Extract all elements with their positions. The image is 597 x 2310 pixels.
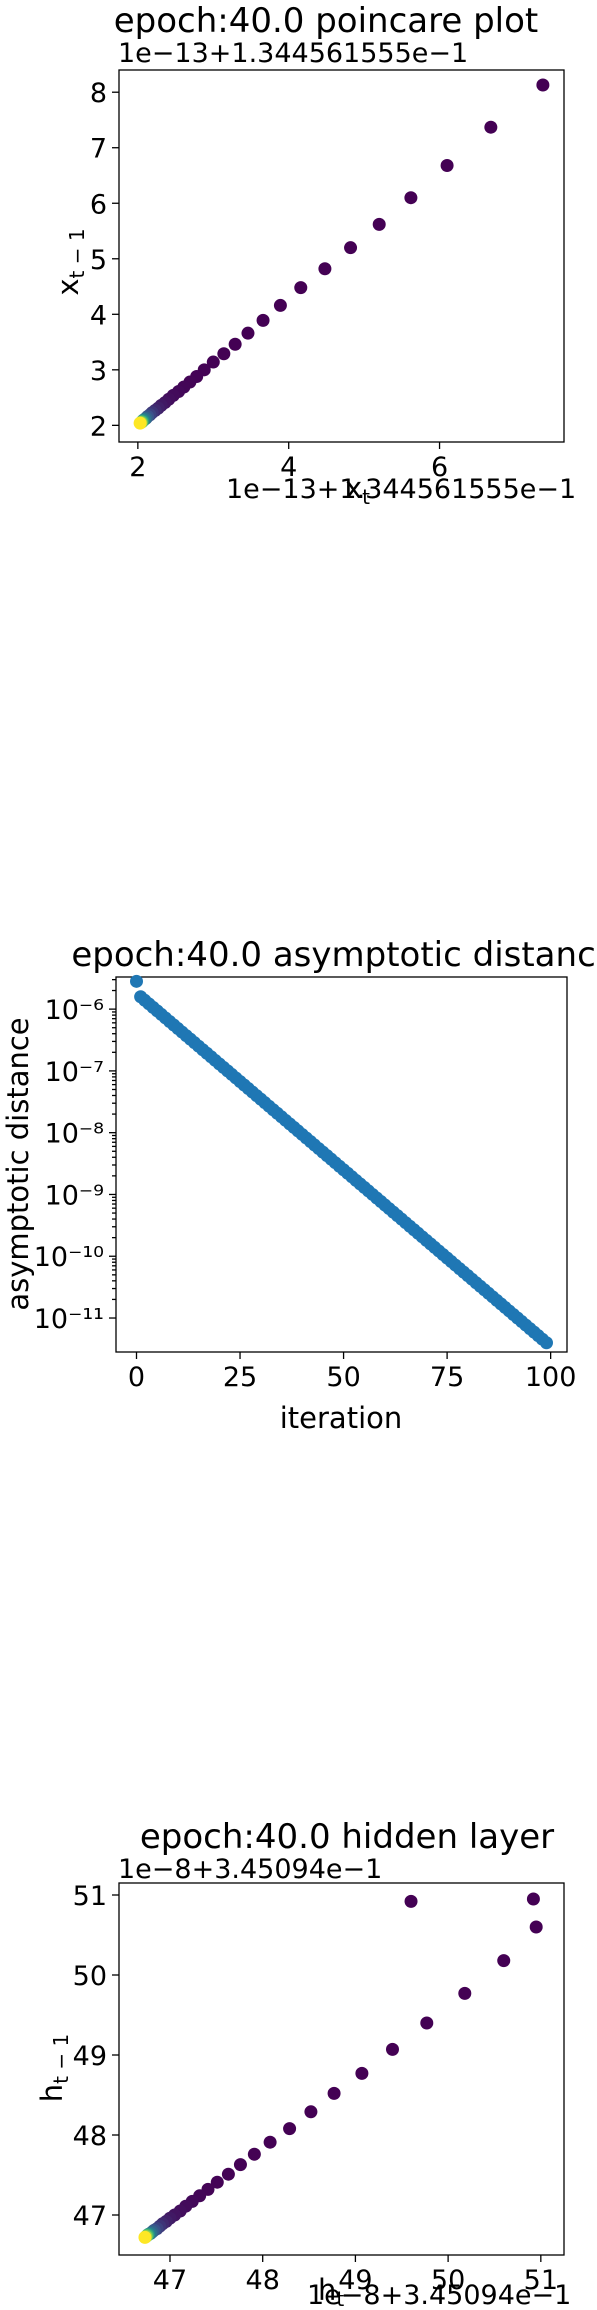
hidden-y-tick-label: 47 xyxy=(73,2201,107,2232)
poincare-point xyxy=(133,416,147,430)
hidden-x-tick-label: 49 xyxy=(338,2265,372,2296)
poincare-point xyxy=(318,262,332,276)
asymptotic-x-tick-label: 75 xyxy=(430,1362,464,1393)
poincare-y-tick-label: 4 xyxy=(90,300,107,331)
poincare-title: epoch:40.0 poincare plot xyxy=(114,1,539,41)
hidden-point xyxy=(327,2086,341,2100)
asymptotic-points xyxy=(130,974,553,1350)
asymptotic-x-tick-label: 100 xyxy=(525,1362,577,1393)
asymptotic-y-label: asymptotic distance xyxy=(1,1017,35,1310)
poincare-x-ticks: 2 4 6 xyxy=(129,442,448,483)
asymptotic-x-tick-label: 50 xyxy=(326,1362,360,1393)
hidden-point xyxy=(210,2175,224,2189)
hidden-y-offset: 1e−8+3.45094e−1 xyxy=(118,1854,382,1885)
poincare-y-offset: 1e−13+1.344561555e−1 xyxy=(118,38,468,69)
hidden-point xyxy=(304,2105,318,2119)
poincare-y-ticks: 2 3 4 5 6 7 8 xyxy=(90,78,119,442)
poincare-points xyxy=(133,78,550,430)
poincare-y-tick-label: 8 xyxy=(90,78,107,109)
hidden-point xyxy=(263,2135,277,2149)
hidden-x-tick-label: 51 xyxy=(524,2265,558,2296)
asymptotic-chart: epoch:40.0 asymptotic distance 0 25 50 75 10… xyxy=(1,935,597,1435)
hidden-point xyxy=(529,1920,543,1934)
poincare-y-tick-label: 3 xyxy=(90,356,107,387)
poincare-point xyxy=(484,120,498,134)
hidden-points xyxy=(138,1892,543,2244)
poincare-point xyxy=(206,355,220,369)
hidden-point xyxy=(404,1894,418,1908)
asymptotic-x-tick-label: 25 xyxy=(223,1362,257,1393)
hidden-y-tick-label: 49 xyxy=(73,2041,107,2072)
poincare-point xyxy=(344,241,358,255)
hidden-y-label: ht − 1 xyxy=(35,2034,73,2102)
asymptotic-x-ticks: 0 25 50 75 100 xyxy=(128,1352,577,1393)
poincare-point xyxy=(404,191,418,205)
hidden-y-tick-label: 51 xyxy=(73,1881,107,1912)
poincare-y-tick-label: 5 xyxy=(90,245,107,276)
hidden-point xyxy=(355,2066,369,2080)
poincare-point xyxy=(256,313,270,327)
asymptotic-y-tick-label: 10⁻¹¹ xyxy=(34,1304,104,1335)
hidden-point xyxy=(138,2230,152,2244)
hidden-point xyxy=(420,2016,434,2030)
poincare-x-tick-label: 6 xyxy=(431,452,448,483)
poincare-plot-area xyxy=(118,69,565,443)
hidden-x-offset: 1e−8+3.45094e−1 xyxy=(307,2280,571,2310)
asymptotic-x-label: iteration xyxy=(280,1401,403,1435)
hidden-point xyxy=(221,2167,235,2181)
hidden-point xyxy=(497,1954,511,1968)
hidden-point xyxy=(247,2147,261,2161)
asymptotic-title: epoch:40.0 asymptotic distance xyxy=(71,935,597,975)
hidden-layer-chart: epoch:40.0 hidden layer 1e−8+3.45094e−1 … xyxy=(35,1817,571,2310)
hidden-point xyxy=(458,1986,472,2000)
poincare-point xyxy=(241,326,255,340)
poincare-x-offset: 1e−13+1.344561555e−1 xyxy=(226,474,576,505)
poincare-x-tick-label: 4 xyxy=(280,452,297,483)
hidden-x-tick-label: 48 xyxy=(246,2265,280,2296)
poincare-y-tick-label: 2 xyxy=(90,411,107,442)
asymptotic-point xyxy=(130,974,143,988)
asymptotic-y-tick-label: 10⁻⁶ xyxy=(45,995,104,1026)
asymptotic-y-tick-label: 10⁻¹⁰ xyxy=(34,1242,104,1273)
asymptotic-y-tick-label: 10⁻⁹ xyxy=(45,1180,104,1211)
asymptotic-x-tick-label: 0 xyxy=(128,1362,145,1393)
hidden-x-tick-label: 50 xyxy=(431,2265,465,2296)
hidden-point xyxy=(283,2122,297,2136)
poincare-point xyxy=(273,298,287,312)
hidden-x-tick-label: 47 xyxy=(153,2265,187,2296)
asymptotic-y-tick-label: 10⁻⁷ xyxy=(45,1057,104,1088)
poincare-point xyxy=(536,78,550,92)
hidden-point xyxy=(526,1892,540,1906)
asymptotic-point xyxy=(540,1336,553,1350)
asymptotic-y-tick-label: 10⁻⁸ xyxy=(45,1119,104,1150)
hidden-y-ticks: 47 48 49 50 51 xyxy=(73,1881,119,2232)
poincare-point xyxy=(372,217,386,231)
poincare-point xyxy=(217,347,231,361)
poincare-point xyxy=(294,281,308,295)
poincare-y-tick-label: 7 xyxy=(90,134,107,165)
poincare-y-label: xt − 1 xyxy=(51,228,89,295)
poincare-chart: epoch:40.0 poincare plot 1e−13+1.3445615… xyxy=(51,1,576,509)
hidden-y-tick-label: 50 xyxy=(73,1961,107,1992)
poincare-y-tick-label: 6 xyxy=(90,189,107,220)
hidden-plot-area xyxy=(118,1882,565,2256)
asymptotic-y-ticks: 10⁻⁶ 10⁻⁷ 10⁻⁸ 10⁻⁹ 10⁻¹⁰ 10⁻¹¹ xyxy=(34,978,116,1335)
hidden-title: epoch:40.0 hidden layer xyxy=(140,1817,554,1857)
poincare-point xyxy=(440,158,454,172)
hidden-x-ticks: 47 48 49 50 51 xyxy=(153,2255,558,2296)
hidden-point xyxy=(385,2042,399,2056)
hidden-y-tick-label: 48 xyxy=(73,2121,107,2152)
poincare-point xyxy=(228,337,242,351)
hidden-point xyxy=(233,2158,247,2172)
poincare-x-tick-label: 2 xyxy=(129,452,146,483)
